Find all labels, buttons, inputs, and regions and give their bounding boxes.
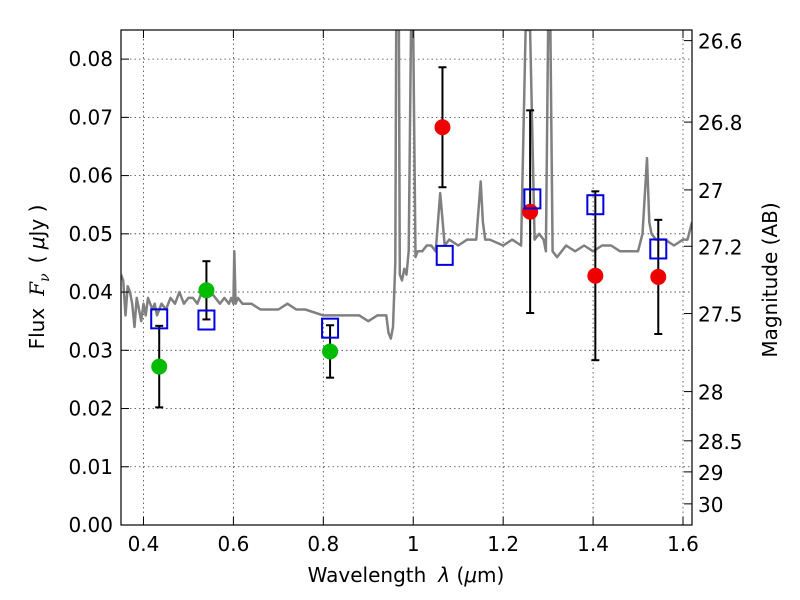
model-square [586,194,605,216]
model-square [321,317,340,339]
axes-layer: 0.4 0.6 0.8 1 1.2 1.4 1.6 0.00 0.01 0.02 0.03 0.04 0… [68,29,743,556]
model-square [150,308,169,330]
y-tick-label: 0.06 [68,164,113,188]
mag-tick-label: 29 [698,461,723,485]
x-tick-label: 0.6 [217,532,249,556]
y-tick-label: 0.07 [68,105,113,129]
x-tick-label: 0.8 [307,532,339,556]
x-tick-label: 1 [407,532,420,556]
mag-tick-label: 28.5 [698,430,743,454]
data-point [198,282,215,299]
plot-frame [120,29,693,526]
mag-tick-label: 28 [698,381,723,405]
y2-axis-title: Magnitude (AB) [758,202,782,357]
mag-tick-label: 27 [698,179,723,203]
y-tick-label: 0.03 [68,338,113,362]
y-tick-label: 0.08 [68,47,113,71]
x-tick-label: 1.4 [577,532,609,556]
data-point [650,268,667,285]
y-tick-label: 0.04 [68,280,113,304]
x-tick-label: 0.4 [128,532,160,556]
y-tick-label: 0.01 [68,455,113,479]
x-axis-title: Wavelength λ (μm) [308,563,505,587]
y-tick-label: 0.00 [68,513,113,537]
mag-tick-label: 27.5 [698,303,743,327]
data-point [587,267,604,284]
x-tick-label: 1.2 [487,532,519,556]
model-square [435,244,454,266]
mag-tick-label: 27.2 [698,235,743,259]
model-square [523,188,542,210]
y-tick-label: 0.05 [68,222,113,246]
model-square [197,309,216,331]
mag-tick-label: 26.6 [698,30,743,54]
spectrum-line [121,30,692,340]
data-point [434,119,451,136]
y-tick-label: 0.02 [68,397,113,421]
model-square [649,238,668,260]
markers-layer [150,66,668,409]
x-tick-label: 1.6 [667,532,699,556]
data-point [322,343,339,360]
mag-tick-label: 26.8 [698,111,743,135]
y-axis-title: FluxFν( μJy ) [25,205,53,350]
mag-tick-label: 30 [698,493,723,517]
data-point [151,358,168,375]
spectrum-layer [121,30,692,340]
